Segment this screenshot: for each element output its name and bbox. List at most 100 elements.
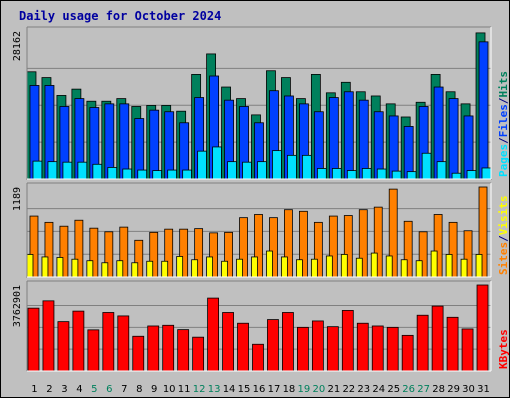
- day-label: 22: [342, 384, 355, 395]
- day-label: 29: [447, 384, 460, 395]
- kbytes-bar: [356, 322, 369, 372]
- pages-bar: [421, 152, 432, 180]
- hits-legend-part: /: [497, 137, 510, 144]
- day-label: 26: [402, 384, 415, 395]
- day-label: 31: [477, 384, 490, 395]
- day-label: 14: [223, 384, 236, 395]
- pages-bar: [107, 167, 118, 180]
- pages-bar: [481, 167, 492, 180]
- day-label: 8: [136, 384, 142, 395]
- pages-bar: [346, 170, 357, 180]
- day-label: 24: [372, 384, 385, 395]
- hits-legend-part: Files: [497, 104, 510, 137]
- pages-bar: [122, 168, 133, 180]
- kbytes-bar: [401, 334, 414, 372]
- kbytes-bar: [297, 326, 309, 372]
- pages-bar: [391, 170, 402, 180]
- sites-bar: [475, 254, 483, 278]
- pages-bar: [77, 161, 88, 180]
- pages-bar: [197, 150, 208, 180]
- pages-bar: [331, 168, 342, 180]
- visits-panel: 1189 Sites/Visits: [12, 182, 510, 278]
- pages-bar: [62, 161, 73, 180]
- kbytes-bar: [222, 312, 234, 372]
- sites-bar: [445, 254, 453, 278]
- day-labels: 1 2 3 4 5 6 7 8 9 10 11 12 13 14 15 16 17 18 19 20 21 22 23 24 2…: [31, 384, 490, 395]
- files-bar: [328, 97, 339, 180]
- chart-panels: 28162Pages/Files/Hits1189Sites/Visits376…: [12, 26, 510, 372]
- kbytes-bar: [371, 325, 384, 372]
- sites-bar: [355, 257, 363, 278]
- day-label: 2: [46, 384, 52, 395]
- day-label: 1: [31, 384, 37, 395]
- pages-bar: [436, 161, 447, 180]
- sites-bar: [400, 259, 408, 278]
- day-label: 10: [163, 384, 176, 395]
- scale-label: 1189: [12, 187, 23, 211]
- pages-bar: [361, 168, 372, 180]
- day-label: 30: [462, 384, 475, 395]
- kbytes-bar: [386, 326, 399, 372]
- kbytes-bar: [207, 297, 219, 372]
- day-label: 28: [432, 384, 445, 395]
- sites-bar: [191, 259, 199, 278]
- sites-bar: [71, 258, 79, 278]
- files-bar: [403, 126, 414, 180]
- pages-bar: [92, 163, 103, 180]
- hits-legend: Pages/Files/Hits: [497, 71, 510, 177]
- day-label: 21: [327, 384, 340, 395]
- sites-bar: [56, 257, 64, 278]
- sites-bar: [41, 256, 49, 278]
- day-label: 18: [283, 384, 296, 395]
- kbytes-bar: [267, 319, 279, 372]
- kbytes-legend-part: KBytes: [497, 329, 510, 369]
- files-bar: [149, 109, 160, 180]
- pages-bar: [272, 150, 282, 180]
- sites-bar: [310, 258, 318, 278]
- day-label: 25: [387, 384, 400, 395]
- kbytes-bar: [192, 336, 205, 372]
- kbytes-bar: [237, 322, 249, 372]
- sites-bar: [251, 256, 258, 278]
- kbytes-legend: KBytes: [497, 329, 510, 369]
- sites-bar: [26, 254, 34, 278]
- hits-legend-part: Hits: [497, 71, 510, 98]
- sites-bar: [340, 254, 348, 278]
- pages-bar: [227, 161, 237, 180]
- files-bar: [358, 99, 369, 180]
- day-label: 23: [357, 384, 370, 395]
- pages-bar: [32, 160, 43, 180]
- kbytes-bar: [117, 315, 130, 372]
- kbytes-bar: [102, 312, 115, 372]
- sites-bar: [116, 260, 124, 278]
- day-label: 27: [417, 384, 430, 395]
- sites-bar: [296, 259, 303, 278]
- sites-bar: [415, 260, 423, 278]
- pages-bar: [287, 154, 297, 180]
- day-label: 20: [313, 384, 326, 395]
- kbytes-bar: [87, 329, 100, 372]
- sites-bar: [131, 262, 139, 278]
- kbytes-bar: [57, 321, 70, 372]
- day-label: 17: [268, 384, 281, 395]
- files-bar: [478, 41, 489, 180]
- files-bar: [119, 103, 130, 180]
- day-label: 4: [76, 384, 82, 395]
- kbytes-bar: [341, 310, 354, 372]
- files-bar: [463, 115, 474, 180]
- visits-legend-part: Visits: [497, 196, 510, 236]
- kbytes-bar: [147, 325, 160, 372]
- day-label: 3: [61, 384, 67, 395]
- day-label: 19: [298, 384, 311, 395]
- scale-label: 28162: [12, 31, 23, 61]
- pages-bar: [152, 170, 163, 180]
- scale-label: 3762901: [12, 285, 23, 327]
- pages-bar: [406, 171, 417, 180]
- day-label: 11: [178, 384, 191, 395]
- sites-bar: [236, 258, 243, 278]
- kbytes-bar: [476, 284, 489, 372]
- day-label: 12: [193, 384, 206, 395]
- kbytes-bar: [416, 314, 429, 372]
